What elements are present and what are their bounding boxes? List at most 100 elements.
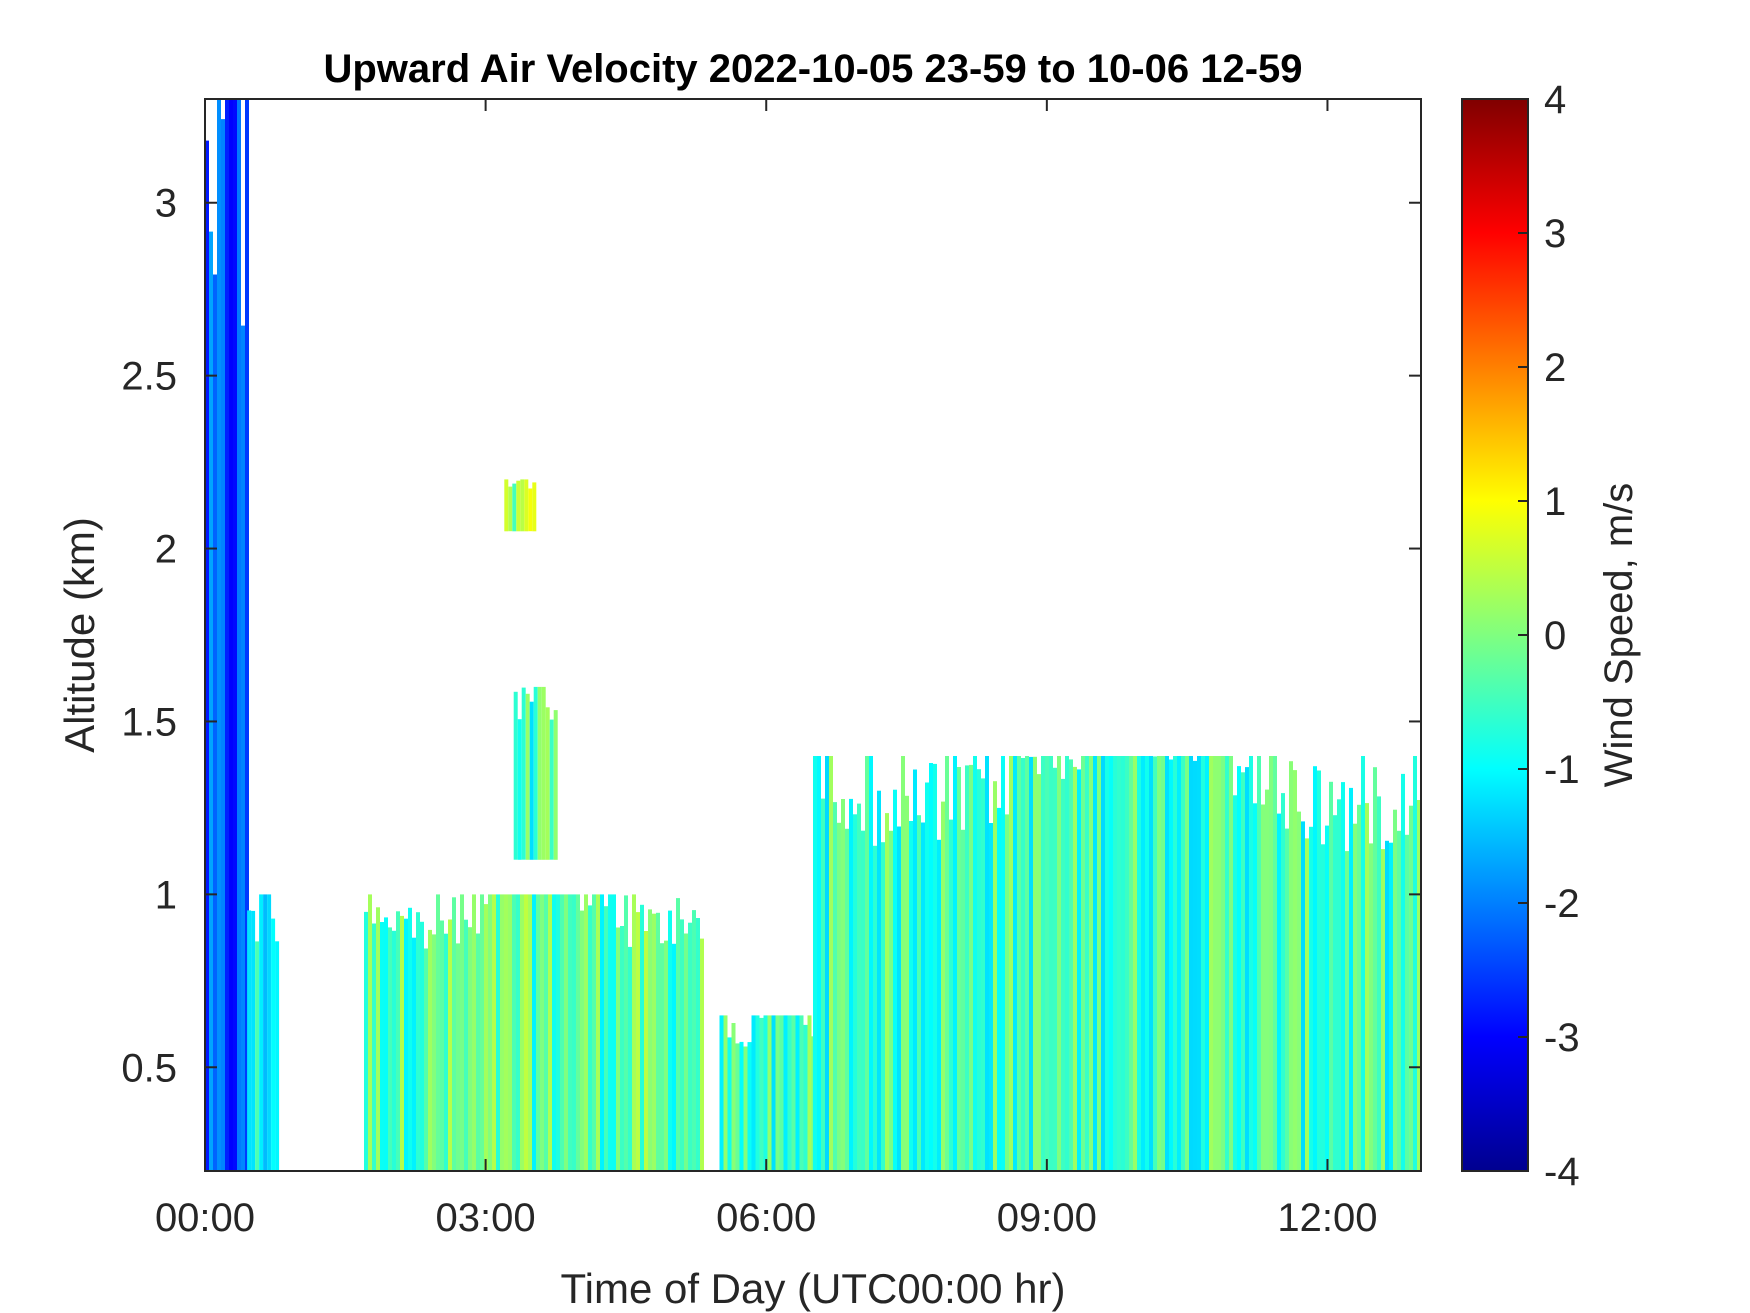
heatmap-cell [1177,756,1181,1171]
colorbar-label: Wind Speed, m/s [1597,483,1641,788]
y-tick-label: 3 [155,182,177,226]
heatmap-cell [372,923,376,1171]
heatmap-cell [1021,758,1025,1171]
heatmap-cell [213,274,217,1171]
heatmap-cell [977,769,981,1171]
heatmap-cell [771,1015,776,1171]
heatmap-cell [604,906,608,1171]
heatmap-cell [799,1015,804,1171]
heatmap-cell [731,1023,736,1171]
heatmap-cell [727,1037,732,1171]
heatmap-cell [500,894,504,1171]
y-tick-label: 0.5 [121,1046,177,1090]
heatmap-cell [1409,805,1413,1171]
heatmap-cell [1165,756,1169,1171]
heatmap-cell [1337,799,1341,1171]
heatmap-cell [1089,756,1093,1171]
heatmap-cell [837,822,841,1171]
heatmap-cell [656,912,660,1171]
heatmap-cell [993,781,997,1171]
heatmap-cell [672,943,676,1171]
heatmap-cell [205,140,209,1171]
heatmap-cell [1341,782,1345,1171]
heatmap-cell [1365,803,1369,1171]
heatmap-cell [529,701,534,860]
heatmap-cell [873,845,877,1171]
heatmap-cell [1125,756,1129,1171]
heatmap-cell [885,813,889,1171]
heatmap-cell [241,325,245,1171]
heatmap-cell [1133,756,1137,1171]
colorbar-tick-label: 1 [1544,480,1566,524]
heatmap-cell [1097,756,1101,1171]
heatmap-cell [416,912,420,1171]
heatmap-cell [517,719,522,860]
heatmap-cell [400,915,404,1171]
heatmap-cell [384,917,388,1171]
heatmap-cell [1025,756,1029,1171]
chart-title: Upward Air Velocity 2022-10-05 23-59 to … [323,47,1302,91]
heatmap-cell [221,119,225,1171]
heatmap-cell [480,894,484,1171]
heatmap-cell [921,822,925,1171]
heatmap-cell [267,894,272,1171]
heatmap-cell [759,1017,764,1171]
heatmap-cell [533,686,538,860]
heatmap-cell [664,940,668,1171]
heatmap-cell [532,894,536,1171]
heatmap-cell [841,799,845,1171]
heatmap-cell [1289,761,1293,1171]
heatmap-cell [1061,778,1065,1171]
heatmap-cell [620,926,624,1171]
heatmap-cell [404,918,408,1171]
heatmap-cell [1081,756,1085,1171]
heatmap-cell [444,933,448,1171]
heatmap-cell [829,756,833,1171]
heatmap-cell [472,894,476,1171]
heatmap-cell [680,919,684,1171]
colorbar-tick-label: -4 [1544,1150,1580,1194]
heatmap-cell [1085,756,1089,1171]
x-tick-label: 12:00 [1277,1196,1377,1240]
heatmap-cell [644,931,648,1171]
heatmap-cell [985,756,989,1171]
heatmap-cell [1321,844,1325,1171]
heatmap-cell [1105,756,1109,1171]
heatmap-cell [476,933,480,1171]
plot-area-frame [204,98,1422,1172]
heatmap-cell [857,803,861,1171]
heatmap-cell [396,911,400,1171]
heatmap-cell [516,894,520,1171]
heatmap-cell [1333,815,1337,1171]
heatmap-cell [965,765,969,1171]
heatmap-cell [1233,795,1237,1171]
heatmap-cell [247,910,252,1171]
heatmap-cell [1057,756,1061,1171]
heatmap-cell [436,894,440,1171]
heatmap-cell [692,910,696,1171]
heatmap-cell [1073,766,1077,1171]
heatmap-cell [700,938,704,1171]
heatmap-cell [1213,756,1217,1171]
heatmap-cell [1153,756,1157,1171]
colorbar-tick-label: -2 [1544,882,1580,926]
heatmap-cell [881,842,885,1171]
heatmap-cell [1397,830,1401,1171]
colorbar-tick-label: 3 [1544,212,1566,256]
heatmap-cell [763,1015,768,1171]
heatmap-cell [380,922,384,1171]
heatmap-cell [997,807,1001,1171]
colorbar-tick-label: 4 [1544,78,1566,122]
heatmap-cell [719,1015,724,1171]
heatmap-cell [1309,826,1313,1171]
heatmap-cell [869,756,873,1171]
heatmap-cell [513,691,518,860]
heatmap-cell [696,918,700,1171]
y-tick-label: 1 [155,873,177,917]
heatmap-cell [448,919,452,1171]
heatmap-cell [452,897,456,1171]
heatmap-cell [779,1015,784,1171]
heatmap-cell [640,904,644,1171]
heatmap-cell [536,894,540,1171]
heatmap-cell [775,1015,780,1171]
